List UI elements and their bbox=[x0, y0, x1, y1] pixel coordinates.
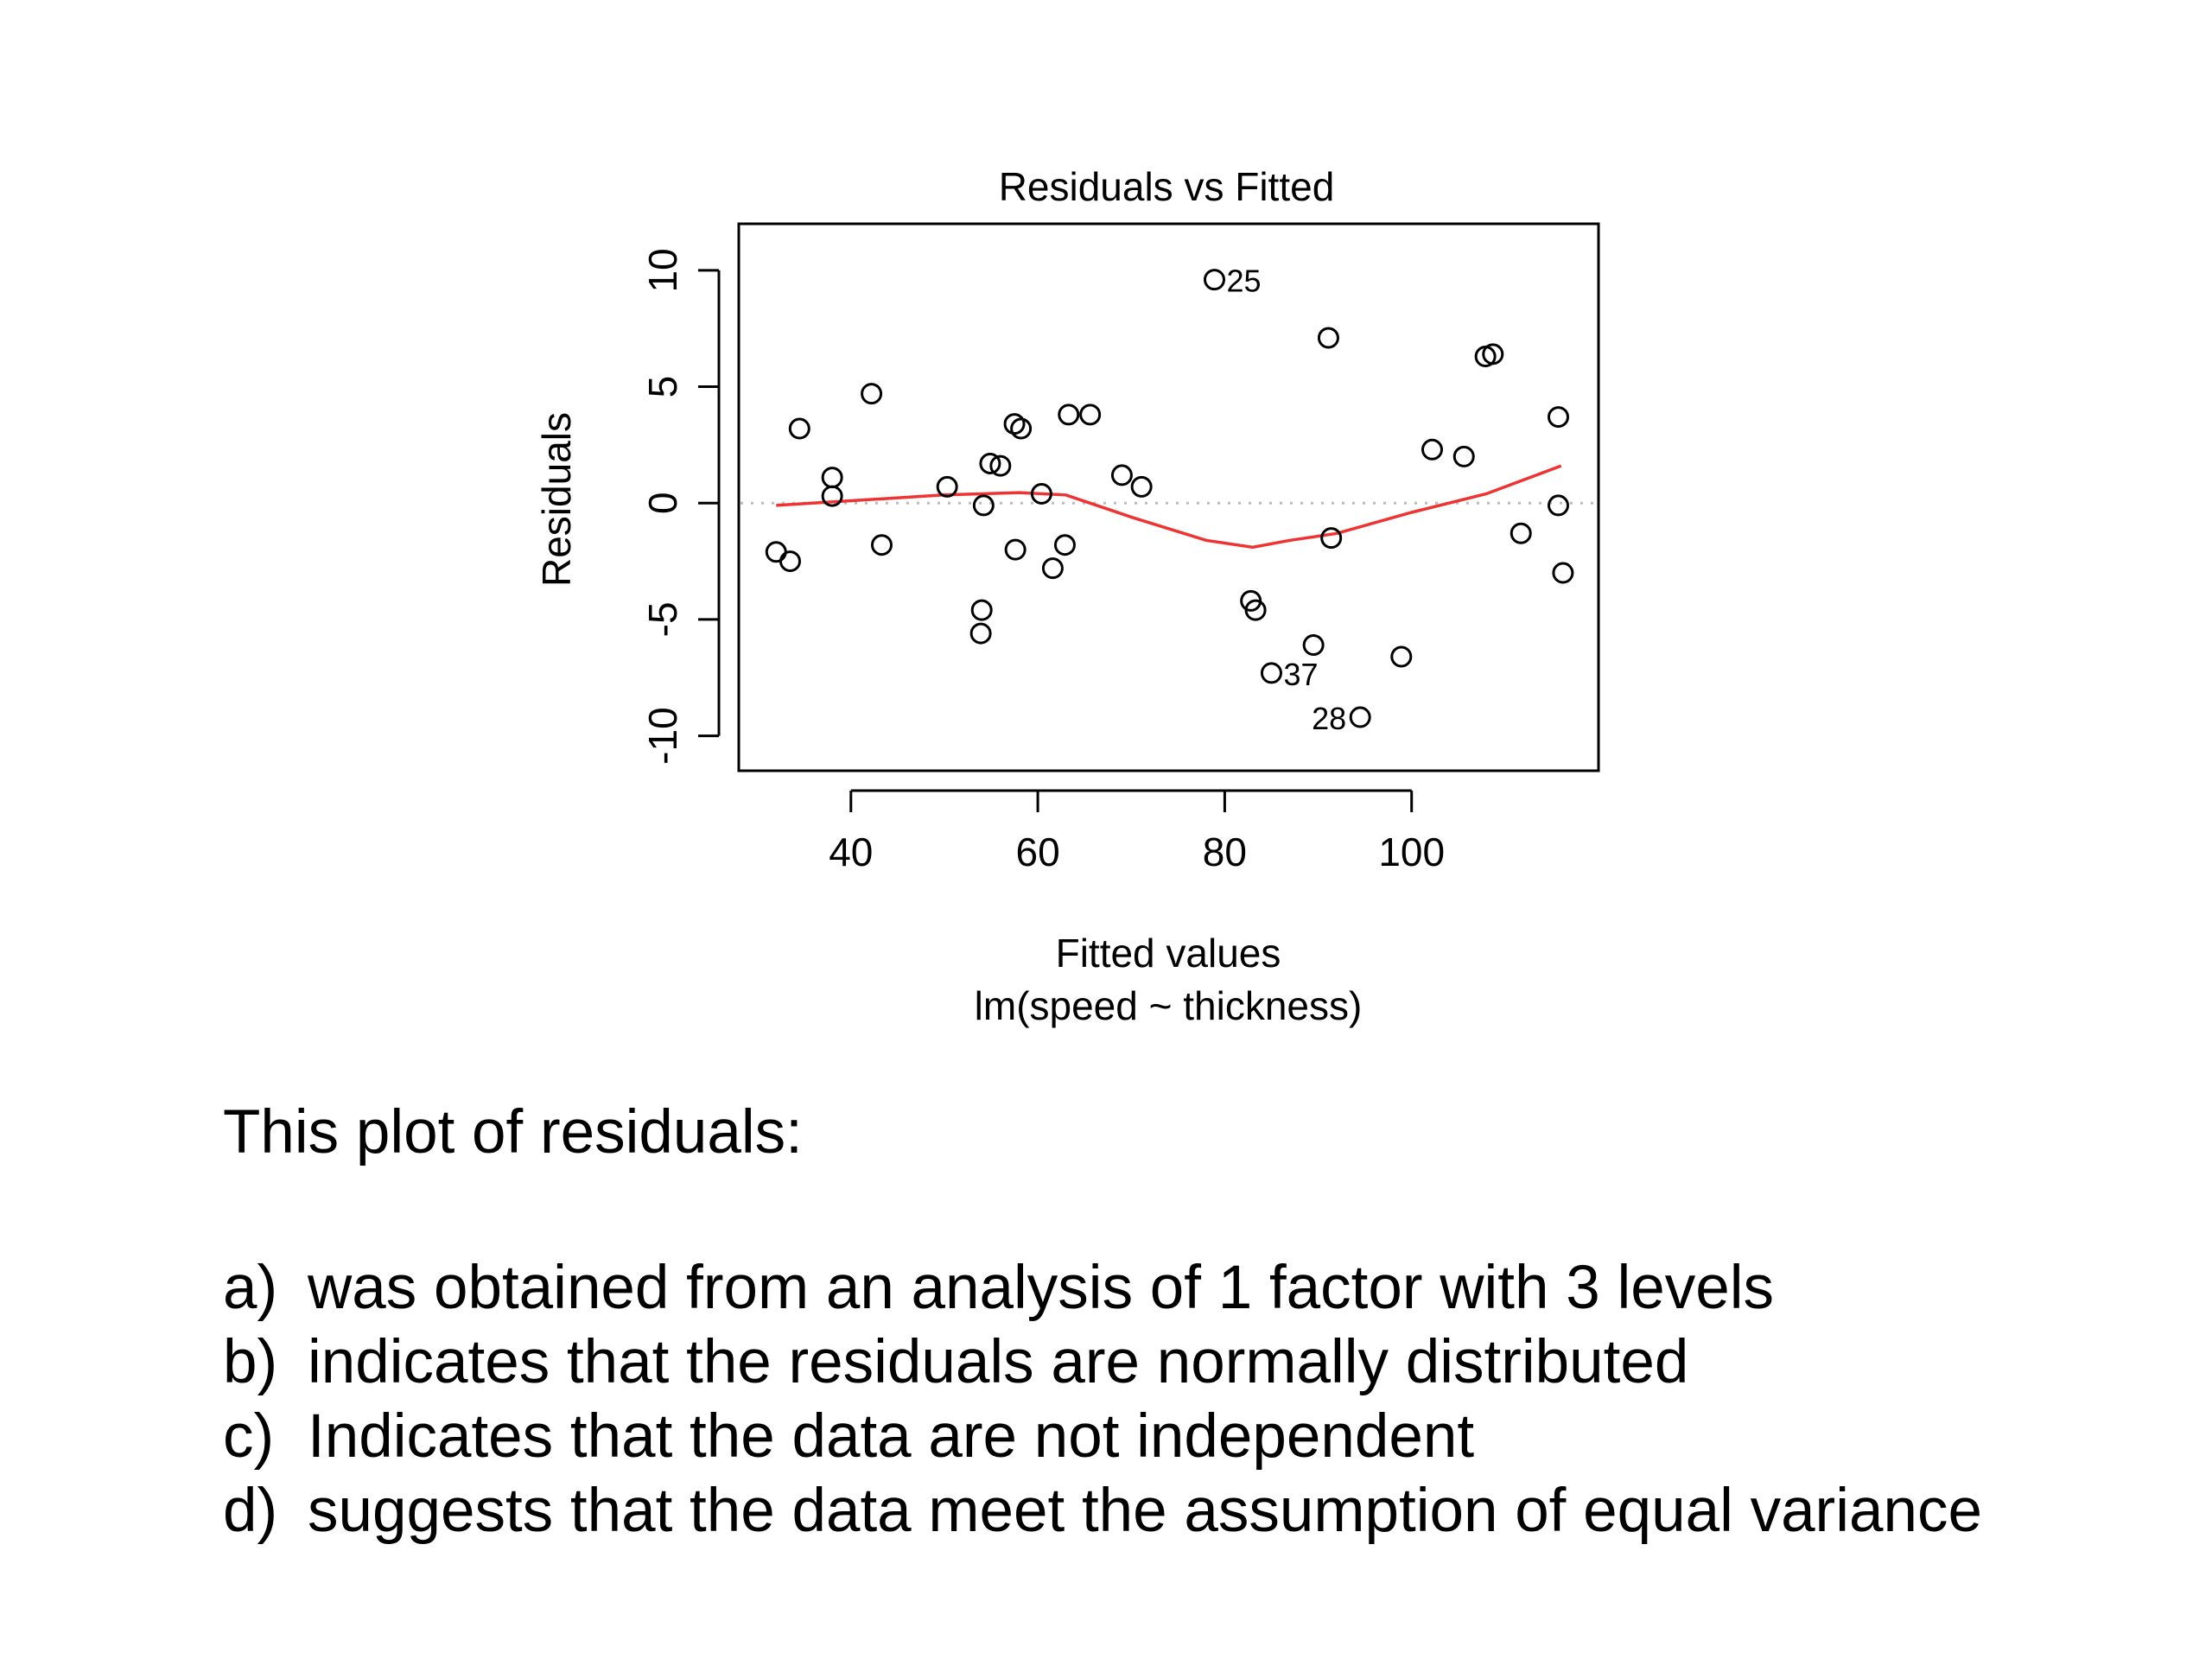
y-tick-label: 0 bbox=[640, 492, 685, 514]
data-point bbox=[1452, 445, 1475, 467]
question-prompt: This plot of residuals: bbox=[223, 1098, 803, 1166]
data-point bbox=[779, 550, 801, 573]
plot-frame bbox=[737, 222, 1600, 772]
data-point bbox=[1058, 404, 1080, 426]
option-letter: a) bbox=[223, 1254, 278, 1322]
data-point bbox=[1349, 706, 1371, 728]
data-point bbox=[1390, 645, 1413, 668]
data-point bbox=[1110, 464, 1133, 486]
data-point bbox=[1260, 662, 1282, 684]
data-point bbox=[989, 454, 1012, 477]
data-point bbox=[972, 494, 995, 517]
data-point bbox=[1010, 417, 1033, 440]
data-point bbox=[821, 467, 843, 489]
chart-subtitle: lm(speed ~ thickness) bbox=[975, 983, 1363, 1028]
x-axis-label: Fitted values bbox=[1056, 931, 1281, 976]
option-text: indicates that the residuals are normall… bbox=[308, 1328, 1689, 1396]
x-tick-label: 100 bbox=[1378, 830, 1445, 874]
y-tick-label: -5 bbox=[640, 601, 685, 637]
data-point bbox=[936, 475, 958, 498]
x-tick-label: 80 bbox=[1203, 830, 1247, 874]
data-point bbox=[788, 417, 810, 440]
answer-options: a) was obtained from an analysis of 1 fa… bbox=[223, 1251, 1982, 1548]
data-point bbox=[1547, 406, 1569, 429]
point-label: 37 bbox=[1283, 657, 1318, 692]
data-point bbox=[1003, 413, 1026, 435]
data-point bbox=[1030, 482, 1052, 505]
smooth-trend-line bbox=[776, 464, 1562, 550]
data-point bbox=[1004, 538, 1027, 561]
data-point bbox=[821, 485, 843, 507]
option-letter: c) bbox=[223, 1402, 275, 1471]
data-point bbox=[1053, 534, 1076, 556]
option-d: d) suggests that the data meet the assum… bbox=[223, 1474, 1982, 1548]
residual-points: 25 37 28 bbox=[765, 264, 1574, 736]
y-axis-label: Residuals bbox=[534, 412, 579, 587]
option-letter: d) bbox=[223, 1477, 278, 1545]
option-text: was obtained from an analysis of 1 facto… bbox=[308, 1254, 1774, 1322]
data-point bbox=[1510, 522, 1532, 544]
x-tick-label: 40 bbox=[829, 830, 873, 874]
option-text: Indicates that the data are not independ… bbox=[308, 1402, 1475, 1471]
data-point bbox=[1244, 599, 1267, 621]
option-a: a) was obtained from an analysis of 1 fa… bbox=[223, 1251, 1982, 1325]
y-tick-label: 10 bbox=[640, 248, 685, 292]
data-point bbox=[1317, 327, 1339, 349]
data-point bbox=[1320, 527, 1343, 550]
x-axis: 40 60 80 100 bbox=[829, 789, 1445, 874]
data-point bbox=[1482, 343, 1504, 365]
data-point bbox=[1547, 494, 1569, 517]
data-point bbox=[765, 541, 787, 563]
chart-title: Residuals vs Fitted bbox=[999, 164, 1335, 209]
data-point bbox=[1041, 557, 1064, 580]
option-letter: b) bbox=[223, 1328, 278, 1396]
point-label: 28 bbox=[1312, 701, 1346, 736]
point-label: 25 bbox=[1226, 264, 1261, 299]
y-tick-label: -10 bbox=[640, 707, 685, 764]
option-c: c) Indicates that the data are not indep… bbox=[223, 1400, 1982, 1474]
data-point bbox=[1552, 562, 1574, 584]
data-point bbox=[969, 622, 992, 645]
data-point bbox=[861, 383, 883, 405]
data-point bbox=[1130, 475, 1153, 498]
data-point bbox=[1302, 634, 1325, 657]
y-tick-label: 5 bbox=[640, 376, 685, 398]
data-point bbox=[1203, 269, 1225, 291]
data-point bbox=[870, 534, 893, 556]
x-tick-label: 60 bbox=[1016, 830, 1060, 874]
y-axis: -10 -5 0 5 10 bbox=[640, 248, 721, 765]
data-point bbox=[1421, 438, 1443, 461]
option-text: suggests that the data meet the assumpti… bbox=[308, 1477, 1982, 1545]
data-point bbox=[1079, 404, 1102, 426]
data-point bbox=[970, 599, 993, 621]
data-point bbox=[979, 452, 1001, 474]
option-b: b) indicates that the residuals are norm… bbox=[223, 1325, 1982, 1400]
residuals-vs-fitted-chart: Residuals vs Fitted 40 60 80 100 -10-50510 … bbox=[534, 164, 1600, 1028]
